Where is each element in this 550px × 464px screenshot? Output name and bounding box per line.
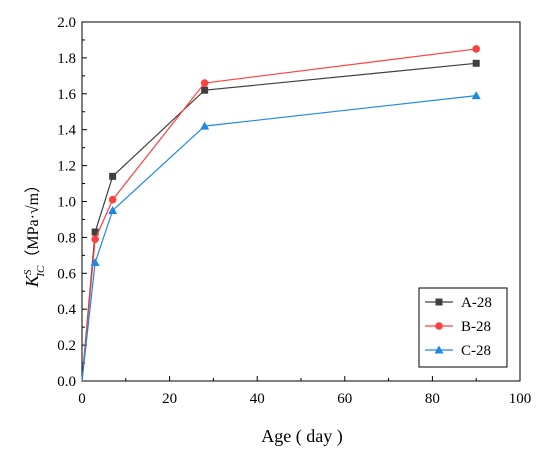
series-line [81,94,477,382]
data-point [108,195,117,204]
legend-label: B-28 [461,319,491,335]
data-point [471,91,481,100]
y-tick-label: 2.0 [57,15,76,31]
y-axis-unit-open: （MPa· [24,214,42,266]
legend: A-28 B-28 C-28 [418,287,508,368]
data-point [91,228,99,236]
legend-marker [434,345,444,354]
data-point [91,235,99,243]
data-point [108,205,118,214]
data-point [90,258,100,267]
y-tick-label: 0.4 [57,302,76,318]
y-axis-unit-root: √m [25,192,42,214]
x-tick-label: 20 [162,391,177,407]
y-axis-superscript: S [22,269,34,275]
x-tick-label: 60 [337,391,352,407]
y-tick-label: 1.6 [57,87,76,103]
x-tick-label: 80 [425,391,440,407]
series-c-28 [81,91,481,382]
y-axis-subscript: IC [35,265,47,278]
series-line [81,62,477,382]
legend-item: C-28 [425,343,491,359]
y-axis-title: KSIC（MPa·√m） [22,177,47,288]
svg-text:KSIC（MPa·√m）: KSIC（MPa·√m） [22,177,47,288]
y-axis-unit-close: ） [24,177,42,193]
x-tick-label: 0 [78,391,86,407]
y-tick-label: 1.8 [57,51,76,67]
legend-box [418,287,508,368]
data-point [472,45,481,53]
series-line [81,48,477,382]
series-layer [81,45,481,382]
legend-marker [435,298,443,306]
y-tick-label: 0.6 [57,266,76,282]
y-tick-label: 1.4 [57,123,76,139]
series-b-28 [81,45,481,382]
data-point [109,172,117,180]
x-tick-label: 100 [509,391,532,407]
x-tick-label: 40 [250,391,265,407]
y-tick-label: 0.0 [57,374,76,390]
legend-label: A-28 [461,295,492,311]
legend-label: C-28 [461,343,491,359]
y-tick-label: 1.2 [57,159,76,175]
data-point [472,59,480,67]
legend-item: B-28 [425,319,491,335]
y-tick-label: 1.0 [57,195,76,211]
y-tick-label: 0.2 [57,338,76,354]
y-tick-label: 0.8 [57,230,76,246]
x-axis: 0 20 40 60 80 100 [78,376,531,407]
data-point [200,79,209,87]
x-axis-title: Age ( day ) [261,426,342,447]
y-axis: 0.0 0.2 0.4 0.6 0.8 1.0 1.2 1.4 1.6 1.8 2.0 [57,15,87,390]
data-point [201,86,209,94]
legend-item: A-28 [425,295,492,311]
y-axis-symbol: K [22,274,42,288]
legend-marker [435,322,443,330]
data-point [200,121,210,130]
